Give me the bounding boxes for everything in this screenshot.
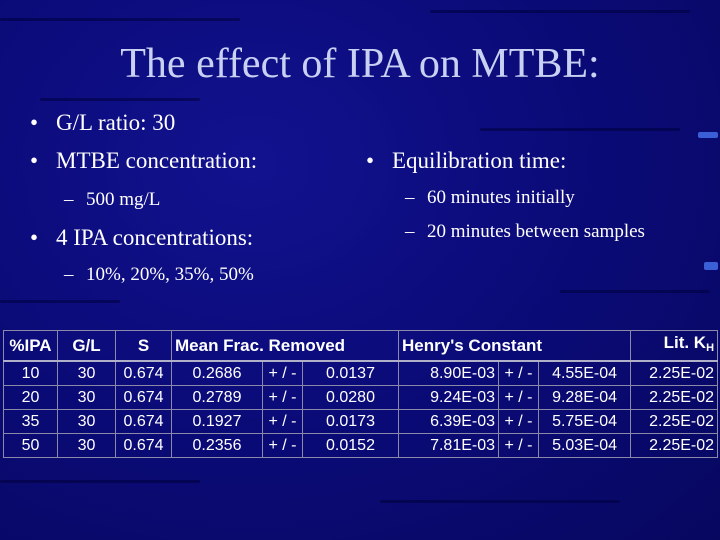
- table-row: 20 30 0.674 0.2789 + / - 0.0280 9.24E-03…: [3, 385, 719, 410]
- header-s: S: [115, 330, 172, 362]
- background-streak: [40, 98, 200, 101]
- slide-title: The effect of IPA on MTBE:: [120, 41, 600, 87]
- bullet-glyph: •: [30, 148, 39, 173]
- header-henrys-constant: Henry's Constant: [398, 330, 632, 362]
- cell-henry-error: 4.55E-04: [538, 360, 632, 386]
- cell-henry-error: 5.03E-04: [538, 433, 632, 458]
- sub-bullet-mtbe-value: –500 mg/L: [64, 189, 161, 210]
- cell-henry: 9.24E-03: [398, 385, 500, 410]
- cell-henry: 7.81E-03: [398, 433, 500, 458]
- cell-lit-kh: 2.25E-02: [630, 385, 719, 410]
- cell-plus-minus: + / -: [262, 360, 303, 386]
- cell-s: 0.674: [115, 409, 172, 434]
- cell-henry-error: 9.28E-04: [538, 385, 632, 410]
- background-streak: [560, 290, 710, 293]
- table-header-row: %IPA G/L S Mean Frac. Removed Henry's Co…: [3, 330, 719, 362]
- cell-mean-error: 0.0152: [301, 433, 400, 458]
- background-streak: [0, 300, 120, 303]
- background-streak: [0, 18, 240, 21]
- dash-glyph: –: [64, 264, 74, 285]
- cell-gl: 30: [57, 433, 116, 458]
- background-streak: [480, 128, 680, 131]
- cell-lit-kh: 2.25E-02: [630, 360, 719, 386]
- cell-gl: 30: [57, 409, 116, 434]
- background-streak: [0, 480, 200, 483]
- background-streak: [380, 500, 620, 503]
- results-table: %IPA G/L S Mean Frac. Removed Henry's Co…: [3, 330, 719, 458]
- cell-henry: 6.39E-03: [398, 409, 500, 434]
- header-gl: G/L: [57, 330, 116, 362]
- dash-glyph: –: [405, 221, 415, 242]
- dash-glyph: –: [405, 187, 415, 208]
- cell-mean-error: 0.0137: [301, 360, 400, 386]
- cell-plus-minus: + / -: [498, 409, 540, 434]
- bullet-equilibration-time: • Equilibration time:: [366, 148, 567, 173]
- bullet-glyph: •: [30, 110, 39, 135]
- table-row: 10 30 0.674 0.2686 + / - 0.0137 8.90E-03…: [3, 360, 719, 386]
- background-streak: [430, 10, 690, 13]
- cell-gl: 30: [57, 385, 116, 410]
- cell-lit-kh: 2.25E-02: [630, 433, 719, 458]
- sub-bullet-ipa-values: –10%, 20%, 35%, 50%: [64, 264, 254, 285]
- table-row: 35 30 0.674 0.1927 + / - 0.0173 6.39E-03…: [3, 409, 719, 434]
- cell-ipa: 35: [3, 409, 58, 434]
- cell-s: 0.674: [115, 360, 172, 386]
- cell-mean-error: 0.0173: [301, 409, 400, 434]
- bullet-ipa-concentrations: • 4 IPA concentrations:: [30, 225, 254, 250]
- header-mean-frac-removed: Mean Frac. Removed: [170, 330, 400, 362]
- bullet-mtbe-concentration: • MTBE concentration:: [30, 148, 258, 173]
- cell-plus-minus: + / -: [498, 360, 540, 386]
- cell-henry-error: 5.75E-04: [538, 409, 632, 434]
- cell-ipa: 50: [3, 433, 58, 458]
- header-ipa: %IPA: [3, 330, 58, 362]
- cell-plus-minus: + / -: [262, 409, 303, 434]
- dash-glyph: –: [64, 189, 74, 210]
- cell-plus-minus: + / -: [262, 433, 303, 458]
- cell-plus-minus: + / -: [498, 385, 540, 410]
- cell-mean: 0.2789: [171, 385, 263, 410]
- cell-gl: 30: [57, 360, 116, 386]
- cell-mean: 0.2686: [171, 360, 263, 386]
- sub-bullet-initial-time: –60 minutes initially: [405, 187, 575, 208]
- cell-plus-minus: + / -: [498, 433, 540, 458]
- cell-mean: 0.1927: [171, 409, 263, 434]
- bullet-glyph: •: [30, 225, 39, 250]
- cell-mean: 0.2356: [171, 433, 263, 458]
- cell-plus-minus: + / -: [262, 385, 303, 410]
- sub-bullet-between-samples: –20 minutes between samples: [405, 221, 645, 242]
- accent-bar: [704, 262, 718, 270]
- header-lit-kh: Lit. KH: [630, 330, 719, 362]
- table-row: 50 30 0.674 0.2356 + / - 0.0152 7.81E-03…: [3, 433, 719, 458]
- bullet-gl-ratio: • G/L ratio: 30: [30, 110, 176, 135]
- cell-lit-kh: 2.25E-02: [630, 409, 719, 434]
- accent-bar: [698, 132, 718, 138]
- cell-ipa: 20: [3, 385, 58, 410]
- cell-s: 0.674: [115, 385, 172, 410]
- cell-s: 0.674: [115, 433, 172, 458]
- cell-henry: 8.90E-03: [398, 360, 500, 386]
- cell-mean-error: 0.0280: [301, 385, 400, 410]
- bullet-glyph: •: [366, 148, 375, 173]
- cell-ipa: 10: [3, 360, 58, 386]
